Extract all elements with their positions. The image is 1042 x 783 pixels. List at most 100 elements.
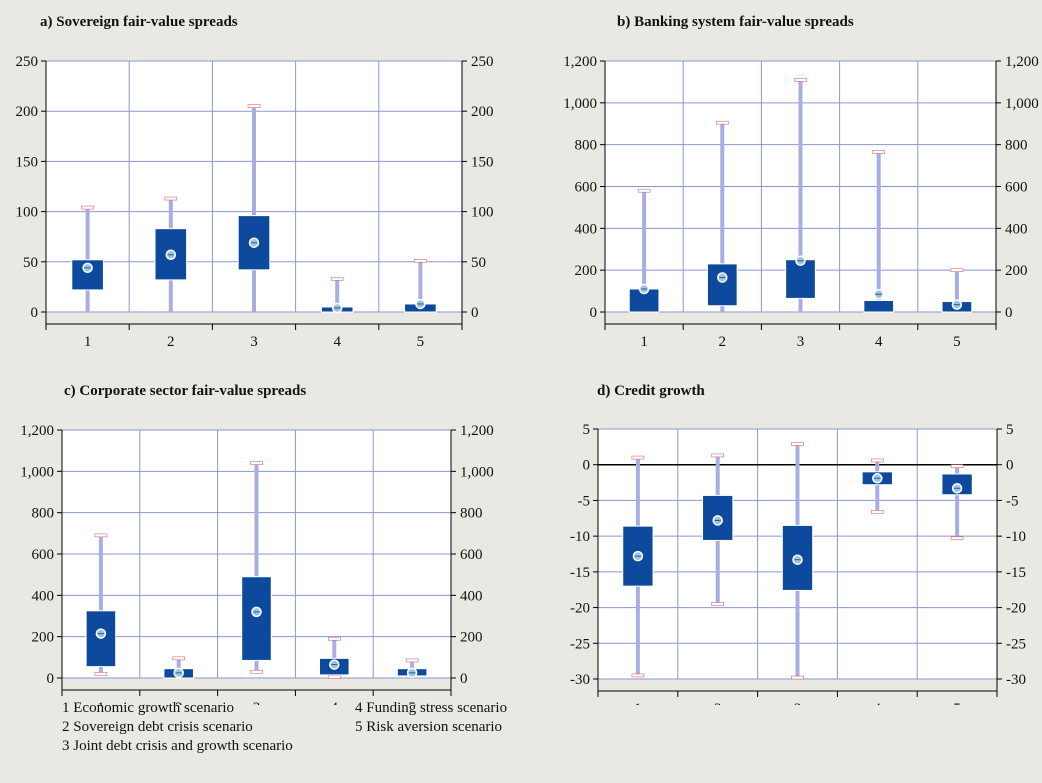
x-tick-label: 5 — [408, 700, 416, 705]
max-cap — [247, 104, 261, 108]
y-tick-label-left: 0 — [47, 671, 55, 687]
panel-c-title: c) Corporate sector fair-value spreads — [64, 383, 307, 399]
x-tick-label: 5 — [953, 701, 961, 705]
y-tick-label-right: -10 — [1006, 529, 1026, 545]
max-cap — [330, 277, 344, 281]
y-tick-label-left: 400 — [575, 221, 598, 237]
x-tick-label: 3 — [250, 334, 258, 350]
chart-c: 0 0 200 200 400 400 600 600 800 800 1,000 1,000 1,20… — [20, 423, 494, 705]
x-tick-label: 1 — [97, 700, 105, 705]
max-cap — [637, 188, 651, 193]
y-tick-label-right: 50 — [471, 255, 486, 271]
x-tick-label: 1 — [640, 334, 648, 350]
max-cap — [94, 533, 108, 538]
max-cap — [81, 205, 94, 210]
x-tick-label: 3 — [797, 334, 805, 350]
y-tick-label-left: -25 — [570, 636, 590, 652]
min-cap — [327, 675, 341, 679]
x-tick-label: 4 — [333, 334, 341, 350]
max-cap — [164, 196, 178, 201]
y-tick-label-right: 800 — [1005, 138, 1028, 154]
y-tick-label-right: 1,200 — [1005, 54, 1039, 70]
x-tick-label: 3 — [253, 700, 261, 705]
y-tick-label-left: 400 — [32, 588, 55, 604]
y-tick-label-left: 200 — [575, 263, 598, 279]
x-tick-label: 1 — [84, 334, 92, 350]
y-tick-label-right: 5 — [1006, 422, 1014, 438]
y-tick-label-right: 400 — [1005, 221, 1028, 237]
x-tick-label: 2 — [714, 701, 722, 705]
y-tick-label-left: 0 — [31, 305, 39, 321]
legend-item-1: 1 Economic growth scenario — [62, 700, 235, 716]
y-tick-label-left: 1,200 — [563, 54, 597, 70]
y-tick-label-right: 0 — [471, 305, 479, 321]
max-cap — [870, 458, 884, 463]
y-tick-label-left: 5 — [583, 422, 591, 438]
max-cap — [872, 150, 886, 154]
min-cap — [711, 602, 724, 606]
y-tick-label-left: -10 — [570, 529, 590, 545]
y-tick-label-right: 600 — [1005, 180, 1028, 196]
y-tick-label-right: 150 — [471, 154, 494, 170]
max-cap — [327, 636, 341, 641]
y-tick-label-left: 800 — [32, 506, 55, 522]
y-tick-label-right: 0 — [460, 671, 468, 687]
y-tick-label-right: 1,000 — [460, 464, 494, 480]
legend-item-4: 4 Funding stress scenario — [355, 700, 508, 716]
y-tick-label-left: 250 — [16, 54, 39, 70]
y-tick-label-right: 250 — [471, 54, 494, 70]
x-tick-label: 4 — [875, 334, 883, 350]
max-cap — [950, 268, 964, 272]
y-tick-label-right: 100 — [471, 205, 494, 221]
max-cap — [794, 78, 807, 82]
max-cap — [172, 656, 185, 661]
y-tick-label-left: -20 — [570, 601, 590, 617]
y-tick-label-left: 0 — [583, 458, 591, 474]
y-tick-label-left: 600 — [575, 180, 598, 196]
y-tick-label-right: 600 — [460, 547, 483, 563]
box — [241, 576, 272, 661]
y-tick-label-left: 100 — [16, 205, 39, 221]
y-tick-label-right: 800 — [460, 506, 483, 522]
chart-d: -30 -30 -25 -25 -20 -20 -15 -15 -10 -10 -5 -5 0 0 5 5 1 2… — [570, 422, 1026, 705]
y-tick-label-right: 1,000 — [1005, 96, 1039, 112]
x-tick-label: 2 — [175, 700, 183, 705]
y-tick-label-left: 50 — [23, 255, 38, 271]
box — [706, 263, 738, 307]
legend-item-2: 2 Sovereign debt crisis scenario — [62, 719, 253, 735]
y-tick-label-left: -30 — [570, 672, 590, 688]
panel-a-title: a) Sovereign fair-value spreads — [40, 14, 238, 30]
y-tick-label-right: 400 — [460, 588, 483, 604]
max-cap — [716, 120, 729, 125]
max-cap — [791, 442, 804, 446]
legend-item-5: 5 Risk aversion scenario — [355, 719, 503, 735]
max-cap — [631, 455, 645, 460]
panel-b-title: b) Banking system fair-value spreads — [617, 14, 854, 30]
x-tick-label: 3 — [794, 701, 802, 705]
min-cap — [791, 675, 804, 680]
min-cap — [870, 510, 884, 514]
y-tick-label-right: 0 — [1006, 458, 1014, 474]
y-tick-label-left: 1,000 — [563, 96, 597, 112]
max-cap — [414, 258, 427, 263]
y-tick-label-right: 1,200 — [460, 423, 494, 439]
legend-item-3: 3 Joint debt crisis and growth scenario — [62, 738, 293, 754]
box — [785, 259, 816, 299]
max-cap — [950, 464, 964, 468]
x-tick-label: 5 — [417, 334, 425, 350]
y-tick-label-right: 0 — [1005, 305, 1013, 321]
box — [71, 259, 104, 291]
y-tick-label-right: -30 — [1006, 672, 1026, 688]
max-cap — [711, 453, 724, 458]
chart-b: 0 0 200 200 400 400 600 600 800 800 1,000 1,000 1,20… — [563, 54, 1039, 350]
y-tick-label-left: -15 — [570, 565, 590, 581]
y-tick-label-left: 600 — [32, 547, 55, 563]
min-cap — [631, 673, 645, 678]
x-tick-label: 4 — [874, 701, 882, 705]
y-tick-label-left: 0 — [590, 305, 598, 321]
max-cap — [405, 658, 419, 663]
y-tick-label-left: 200 — [16, 104, 39, 120]
y-tick-label-right: 200 — [471, 104, 494, 120]
max-cap — [250, 461, 263, 465]
